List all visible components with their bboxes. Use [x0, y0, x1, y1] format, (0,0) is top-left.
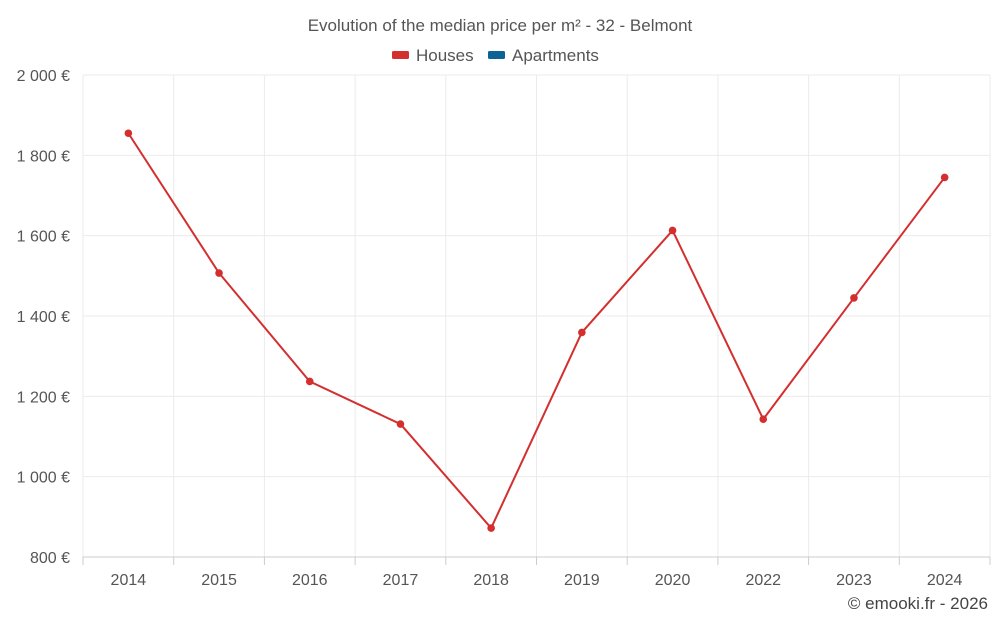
legend-label-apartments: Apartments	[512, 46, 599, 65]
data-point[interactable]	[215, 269, 223, 277]
y-tick-label: 1 800 €	[17, 148, 70, 165]
series-line-houses	[127, 132, 946, 530]
grid	[82, 74, 991, 557]
x-tick-label: 2024	[927, 572, 963, 589]
legend-swatch-apartments	[488, 51, 505, 59]
data-point[interactable]	[850, 294, 858, 302]
footer-credit: © emooki.fr - 2026	[848, 594, 988, 613]
x-tick-label: 2015	[201, 572, 237, 589]
x-tick-label: 2020	[655, 572, 691, 589]
legend-swatch-houses	[392, 51, 409, 59]
series-houses	[124, 129, 949, 532]
x-tick-label: 2019	[564, 572, 600, 589]
x-tick-label: 2017	[383, 572, 419, 589]
data-point[interactable]	[578, 328, 586, 337]
legend-item-apartments[interactable]: Apartments	[488, 46, 599, 65]
y-tick-label: 1 600 €	[17, 229, 70, 246]
data-point[interactable]	[305, 377, 314, 386]
y-tick-label: 1 000 €	[17, 470, 70, 487]
y-tick-label: 1 200 €	[17, 389, 70, 406]
axes: 800 € 1 000 € 1 200 € 1 400 € 1 600 € 1 800 €…	[17, 68, 991, 589]
legend-item-houses[interactable]: Houses	[392, 46, 474, 65]
x-tick-label: 2018	[473, 572, 509, 589]
x-tick-label: 2023	[836, 572, 872, 589]
data-point[interactable]	[487, 524, 495, 532]
data-point[interactable]	[124, 129, 133, 138]
data-point[interactable]	[940, 173, 949, 182]
data-point[interactable]	[668, 226, 677, 235]
data-point[interactable]	[396, 420, 405, 428]
x-tick-label: 2014	[111, 572, 147, 589]
y-tick-label: 1 400 €	[17, 309, 70, 326]
y-tick-label: 2 000 €	[17, 68, 70, 85]
data-point[interactable]	[759, 415, 768, 424]
y-tick-label: 800 €	[30, 550, 70, 567]
x-tick-label: 2022	[745, 572, 781, 589]
legend-label-houses: Houses	[416, 46, 474, 65]
chart-title: Evolution of the median price per m² - 3…	[308, 16, 693, 35]
legend: Houses Apartments	[392, 46, 599, 65]
x-tick-label: 2016	[292, 572, 328, 589]
